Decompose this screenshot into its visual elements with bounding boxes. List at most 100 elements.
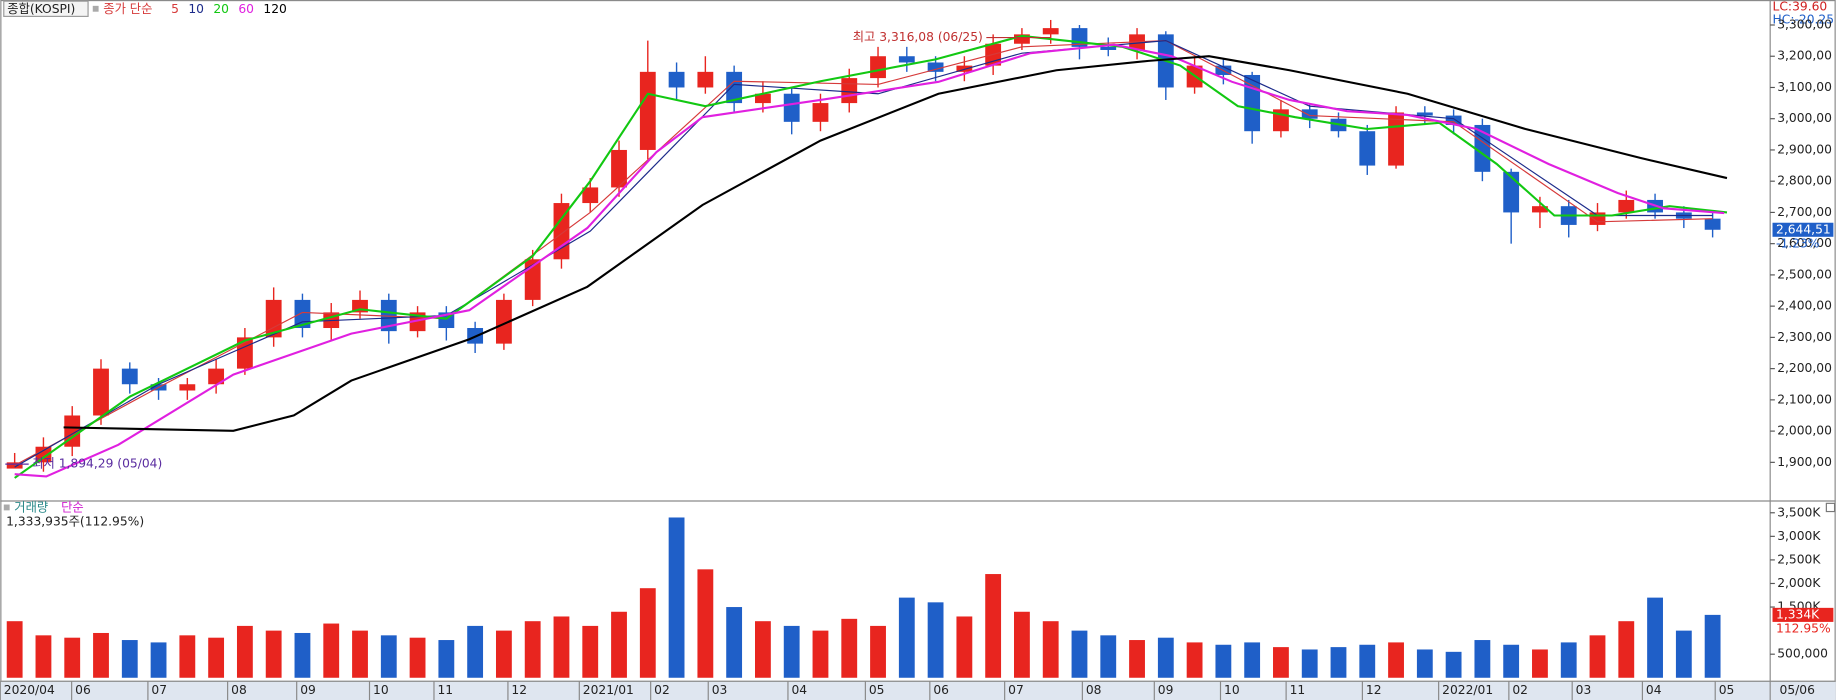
y-tick-label: 2,900,00 xyxy=(1777,142,1832,156)
y-tick-label: 2,600,00 xyxy=(1777,236,1832,250)
y-tick-label: 3,300,00 xyxy=(1777,17,1832,31)
x-tick-label: 11 xyxy=(1290,683,1306,697)
volume-bar xyxy=(6,621,23,678)
volume-bar xyxy=(553,616,570,678)
candle-body xyxy=(35,446,52,463)
candle-body xyxy=(1388,112,1404,166)
volume-bar xyxy=(1618,621,1635,678)
x-tick-label: 11 xyxy=(437,683,453,697)
volume-bar xyxy=(265,630,282,678)
volume-bar xyxy=(1244,642,1261,678)
volume-bar xyxy=(1675,630,1692,678)
volume-bar xyxy=(639,588,656,678)
x-tick-label: 09 xyxy=(1158,683,1174,697)
ma-line xyxy=(14,40,1713,468)
last-date: 05/06 xyxy=(1780,683,1816,697)
candle-body xyxy=(208,368,225,385)
volume-bar xyxy=(1273,647,1289,678)
candle-body xyxy=(1014,34,1030,44)
y-tick-label: 2,100,00 xyxy=(1777,392,1832,406)
x-tick-label: 08 xyxy=(231,683,247,697)
candle-body xyxy=(265,299,282,338)
y-tick-label: 2,000,00 xyxy=(1777,424,1832,438)
lc-label: LC:39.60 xyxy=(1773,0,1828,14)
x-tick-label: 02 xyxy=(654,683,670,697)
volume-bar xyxy=(380,635,397,678)
candle-body xyxy=(898,56,915,63)
candle-body xyxy=(1042,28,1059,35)
volume-bar xyxy=(150,642,167,678)
candle-body xyxy=(1445,115,1462,125)
x-tick-label: 12 xyxy=(511,683,527,697)
volume-bar xyxy=(1330,647,1347,678)
volume-bar xyxy=(1503,644,1520,678)
annotation: 최고 3,316,08 (06/25) xyxy=(853,30,983,44)
y-tick-label: 2,400,00 xyxy=(1777,299,1832,313)
volume-y-tick-label: 500,000 xyxy=(1777,647,1828,661)
volume-bar xyxy=(898,597,915,678)
volume-bar xyxy=(1301,649,1318,678)
x-tick-label: 10 xyxy=(373,683,389,697)
candle-body xyxy=(697,71,714,88)
x-tick-label: 03 xyxy=(1576,683,1592,697)
candle-body xyxy=(1100,46,1117,50)
x-tick-label: 04 xyxy=(791,683,807,697)
volume-bar xyxy=(1647,597,1663,678)
volume-y-tick-label: 2,000K xyxy=(1777,576,1821,590)
candle-body xyxy=(582,187,599,204)
volume-title: 거래량 xyxy=(14,501,48,515)
volume-bar xyxy=(841,618,858,678)
candle-body xyxy=(927,62,944,72)
x-tick-label: 06 xyxy=(75,683,91,697)
title-box xyxy=(3,0,89,17)
candle-body xyxy=(93,368,109,416)
volume-bar xyxy=(1474,640,1491,678)
candle-body xyxy=(121,368,138,385)
volume-bar xyxy=(754,621,771,678)
volume-bar xyxy=(352,630,368,678)
y-tick-label: 3,200,00 xyxy=(1777,49,1832,63)
volume-bar xyxy=(985,574,1002,678)
hc-label: HC:-20.25 xyxy=(1773,12,1835,26)
candle-body xyxy=(1704,218,1721,230)
x-tick-label: 07 xyxy=(1008,683,1024,697)
volume-bar xyxy=(582,625,599,678)
ma-line xyxy=(14,40,1713,466)
volume-bar xyxy=(1215,644,1232,678)
legend-entry: 10 xyxy=(188,2,204,16)
volume-bar xyxy=(1157,637,1174,678)
volume-ma-label: 단순 xyxy=(61,501,84,515)
x-tick-label: 09 xyxy=(300,683,316,697)
volume-bar xyxy=(294,632,311,678)
candle-body xyxy=(1359,131,1376,166)
volume-bar xyxy=(1129,640,1145,678)
legend-entry: 120 xyxy=(263,2,286,16)
volume-bar xyxy=(956,616,973,678)
x-tick-label: 2022/01 xyxy=(1442,683,1493,697)
x-tick-label: 02 xyxy=(1512,683,1528,697)
x-tick-label: 05 xyxy=(1719,683,1735,697)
volume-bar xyxy=(812,630,829,678)
x-tick-label: 04 xyxy=(1646,683,1662,697)
x-tick-label: 05 xyxy=(869,683,885,697)
candle-body xyxy=(668,71,685,88)
volume-tag: 1,334K xyxy=(1776,607,1820,621)
volume-bar xyxy=(668,517,685,678)
candle-body xyxy=(956,65,973,72)
y-tick-label: 2,500,00 xyxy=(1777,267,1832,281)
candle-body xyxy=(179,384,196,391)
volume-bar xyxy=(35,635,52,678)
volume-bar xyxy=(1388,642,1404,678)
candle-body xyxy=(1416,112,1433,116)
volume-bar xyxy=(1532,649,1548,678)
legend-icon xyxy=(92,5,99,12)
x-tick-label: 12 xyxy=(1366,683,1382,697)
volume-bar xyxy=(927,602,944,678)
candle-body xyxy=(870,56,886,79)
panel-button[interactable] xyxy=(1825,502,1836,513)
volume-bar xyxy=(1071,630,1088,678)
volume-bar xyxy=(323,623,340,678)
volume-y-tick-label: 3,500K xyxy=(1777,505,1821,519)
